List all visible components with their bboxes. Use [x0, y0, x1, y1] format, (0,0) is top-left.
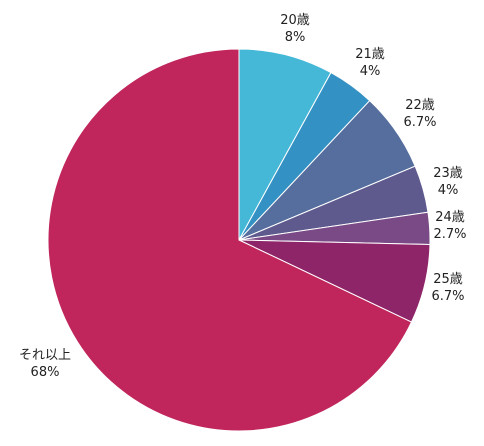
slice-label-2: 22歳 6.7%: [403, 98, 436, 130]
slice-category-label: 21歳: [355, 47, 385, 62]
slice-category-label: 20歳: [280, 13, 310, 28]
slice-category-label: それ以上: [19, 348, 71, 363]
slice-value-label: 6.7%: [403, 115, 436, 130]
slice-category-label: 23歳: [433, 166, 463, 181]
slice-label-6: それ以上 68%: [19, 348, 71, 380]
labels-layer: 20歳 8%21歳 4%22歳 6.7%23歳 4%24歳 2.7%25歳 6.7%それ以上…: [19, 13, 467, 380]
slice-category-label: 22歳: [405, 98, 435, 113]
slices-layer: [47, 48, 431, 432]
slice-value-label: 6.7%: [431, 289, 464, 304]
slice-label-0: 20歳 8%: [280, 13, 310, 45]
slice-label-5: 25歳 6.7%: [431, 272, 464, 304]
pie-slice-6: [47, 48, 413, 432]
slice-value-label: 2.7%: [433, 227, 466, 242]
slice-category-label: 24歳: [435, 210, 465, 225]
slice-label-3: 23歳 4%: [433, 166, 463, 198]
slice-value-label: 4%: [438, 183, 459, 198]
slice-value-label: 68%: [31, 365, 60, 380]
slice-value-label: 4%: [360, 64, 381, 79]
slice-category-label: 25歳: [433, 272, 463, 287]
pie-slice-0: [238, 48, 332, 241]
slice-label-4: 24歳 2.7%: [433, 210, 466, 242]
slice-value-label: 8%: [285, 30, 306, 45]
slice-label-1: 21歳 4%: [355, 47, 385, 79]
